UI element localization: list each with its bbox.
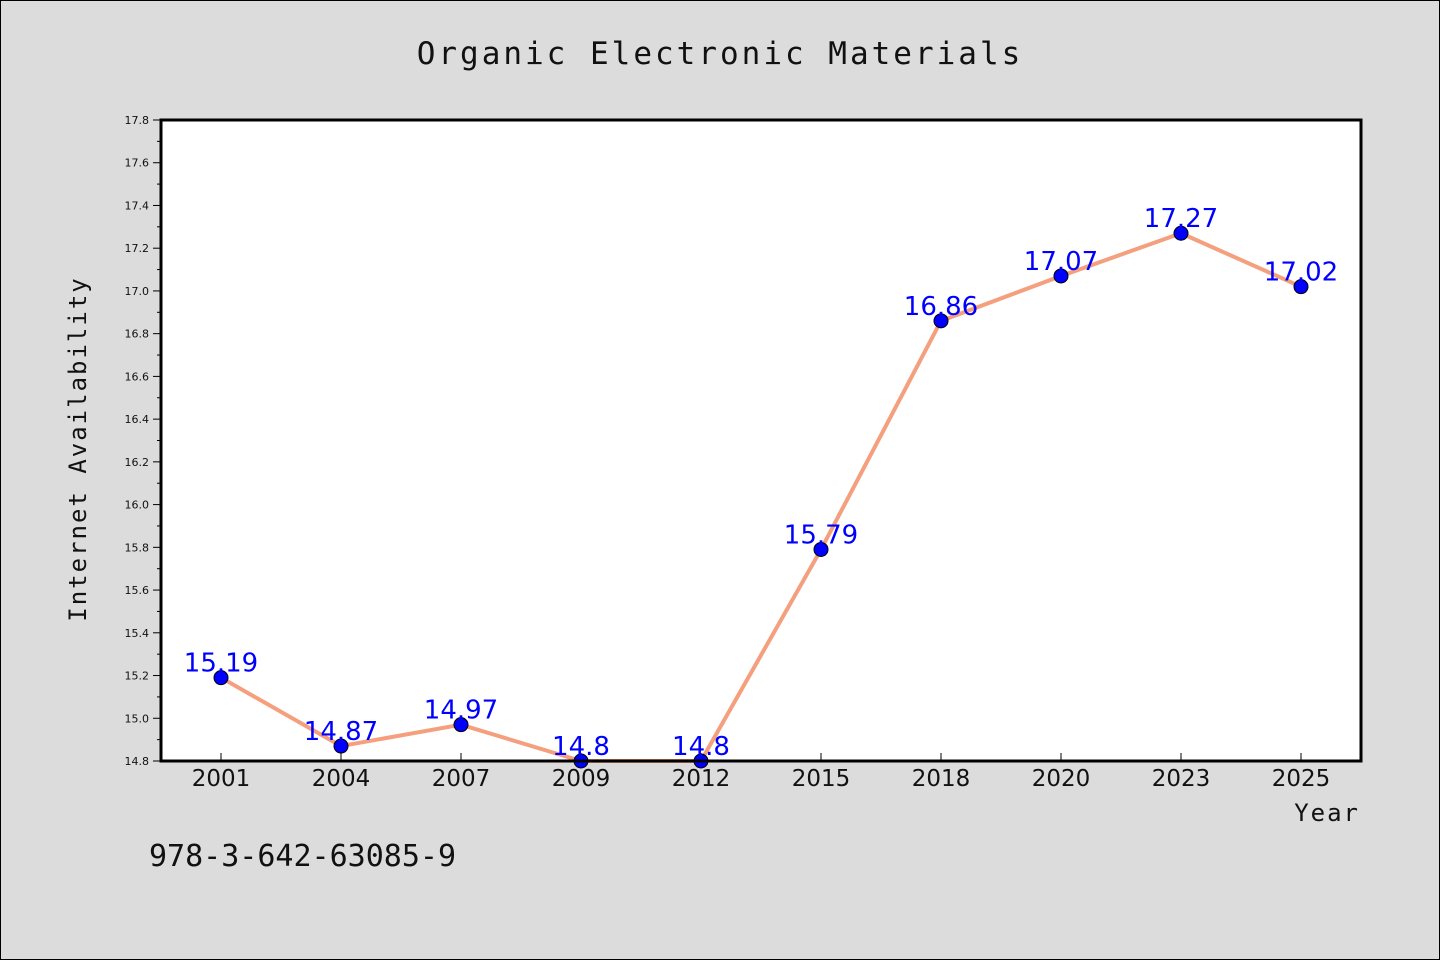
x-tick-label: 2020 bbox=[1032, 766, 1091, 792]
y-axis-label: Internet Availability bbox=[64, 276, 92, 621]
data-label: 15.79 bbox=[784, 520, 858, 550]
y-axis: 14.8 15.0 15.2 15.4 15.6 15.8 16.0 16.2 16.4 16.6… bbox=[125, 114, 161, 768]
data-point-marker bbox=[213, 670, 229, 686]
y-tick-label: 15.8 bbox=[125, 541, 150, 554]
x-axis: 2001 2004 2007 2009 2012 2015 2018 2020 2023 2025 bbox=[192, 753, 1331, 792]
data-point-marker bbox=[1293, 279, 1309, 295]
data-label: 14.8 bbox=[672, 732, 730, 762]
x-tick-label: 2023 bbox=[1152, 766, 1211, 792]
data-point-marker bbox=[813, 541, 829, 557]
y-tick-label: 15.2 bbox=[125, 670, 150, 683]
x-tick-label: 2018 bbox=[912, 766, 971, 792]
y-tick-label: 17.4 bbox=[125, 199, 150, 212]
y-tick-label: 15.4 bbox=[125, 627, 150, 640]
y-tick-label: 15.0 bbox=[125, 712, 150, 725]
chart-title: Organic Electronic Materials bbox=[417, 36, 1024, 72]
y-tick-label: 17.0 bbox=[125, 285, 150, 298]
x-tick-label: 2015 bbox=[792, 766, 851, 792]
data-point-marker bbox=[1053, 268, 1069, 284]
isbn-text: 978-3-642-63085-9 bbox=[149, 839, 456, 874]
y-tick-label: 15.6 bbox=[125, 584, 150, 597]
x-tick-label: 2009 bbox=[552, 766, 611, 792]
y-tick-label: 16.4 bbox=[125, 413, 150, 426]
y-tick-label: 17.8 bbox=[125, 114, 150, 127]
y-tick-label: 16.6 bbox=[125, 370, 150, 383]
y-tick-label: 17.6 bbox=[125, 157, 150, 170]
data-label: 15.19 bbox=[184, 649, 258, 679]
data-label: 17.27 bbox=[1144, 204, 1218, 234]
data-label: 14.87 bbox=[304, 717, 378, 747]
data-label: 16.86 bbox=[904, 292, 978, 322]
data-point-marker bbox=[933, 313, 949, 329]
plot-border bbox=[159, 118, 1363, 763]
data-label: 14.97 bbox=[424, 696, 498, 726]
data-labels: 15.19 14.87 14.97 14.8 14.8 15.79 16.86 17.07 17… bbox=[184, 204, 1338, 762]
series-line bbox=[220, 231, 1302, 763]
y-tick-label: 14.8 bbox=[125, 755, 150, 768]
data-label: 17.07 bbox=[1024, 247, 1098, 277]
data-point-marker bbox=[1173, 225, 1189, 241]
y-tick-label: 16.2 bbox=[125, 456, 150, 469]
data-label: 14.8 bbox=[552, 732, 610, 762]
x-tick-label: 2007 bbox=[432, 766, 491, 792]
y-tick-label: 17.2 bbox=[125, 242, 150, 255]
x-axis-label: Year bbox=[1294, 799, 1360, 827]
data-point-marker bbox=[453, 717, 469, 733]
x-tick-label: 2012 bbox=[672, 766, 731, 792]
data-point-marker bbox=[333, 738, 349, 754]
y-tick-label: 16.0 bbox=[125, 499, 150, 512]
y-tick-label: 16.8 bbox=[125, 328, 150, 341]
x-tick-label: 2025 bbox=[1272, 766, 1331, 792]
x-tick-label: 2001 bbox=[192, 766, 251, 792]
data-label: 17.02 bbox=[1264, 258, 1338, 288]
x-tick-label: 2004 bbox=[312, 766, 371, 792]
